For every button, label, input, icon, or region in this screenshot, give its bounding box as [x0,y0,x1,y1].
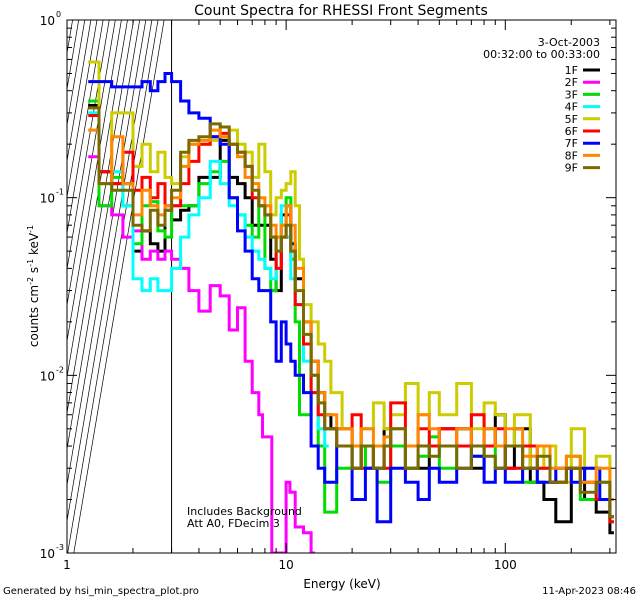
y-axis-label-mid: s [27,267,41,277]
y-tick-exponent: 0 [56,10,61,19]
y-tick-exponent: -1 [56,188,64,197]
chart-title: Count Spectra for RHESSI Front Segments [194,3,488,19]
legend-label-3F: 3F [565,88,578,101]
x-tick-label: 100 [494,558,517,572]
annotation-attenuator: Att A0, FDecim 3 [187,517,280,530]
legend-label-9F: 9F [565,162,578,175]
hatch-line [67,20,98,198]
y-tick-label: 10 [40,192,55,206]
legend-label-7F: 7F [565,137,578,150]
hatch-line [67,20,86,126]
hatch-line [67,20,104,234]
series-line-9F [88,106,614,519]
plot-frame [66,19,617,554]
y-axis-label-sup2: -1 [26,259,35,267]
annotation-background: Includes Background [187,505,302,518]
legend-date: 3-Oct-2003 [538,36,600,49]
hatch-line [67,20,128,378]
series-line-8F [88,128,614,501]
hatch-line [67,0,172,17]
hatch-line [67,20,116,306]
x-tick-label: 1 [63,558,71,572]
y-axis-label-end: keV [27,232,41,259]
hatch-line [67,20,153,522]
hatch-line [67,20,134,414]
footer-timestamp: 11-Apr-2023 08:46 [542,586,636,597]
hatch-line [67,20,110,270]
y-tick-exponent: -2 [56,365,64,374]
hatch-line [67,20,159,553]
legend-label-2F: 2F [565,76,578,89]
footer-generated-by: Generated by hsi_min_spectra_plot.pro [3,586,199,597]
y-axis-label-main: counts cm [27,285,41,347]
hatch-line [67,20,122,342]
y-tick-label: 10 [40,547,55,561]
hatch-line [67,20,80,90]
hatch-line [67,20,92,162]
x-axis-label: Energy (keV) [303,577,380,591]
y-tick-label: 10 [40,369,55,383]
legend-label-5F: 5F [565,113,578,126]
legend-label-8F: 8F [565,149,578,162]
legend-time-range: 00:32:00 to 00:33:00 [483,48,600,61]
hatch-line [67,20,73,54]
hatch-line [67,20,141,450]
legend-label-1F: 1F [565,64,578,77]
legend-label-4F: 4F [565,101,578,114]
y-tick-exponent: -3 [56,543,64,552]
series-group [88,60,614,553]
y-axis-label-sup1: -2 [26,277,35,285]
y-axis-label: counts cm-2 s-1 keV-1 [26,225,41,347]
y-axis-label-sup3: -1 [26,225,35,233]
legend-label-6F: 6F [565,125,578,138]
y-tick-label: 10 [40,14,55,28]
axes-group: 10 010 -110 -210 -31 10 100 [40,10,616,572]
x-tick-label: 10 [279,558,294,572]
hatched-region [67,0,173,553]
hatch-line [73,20,165,553]
